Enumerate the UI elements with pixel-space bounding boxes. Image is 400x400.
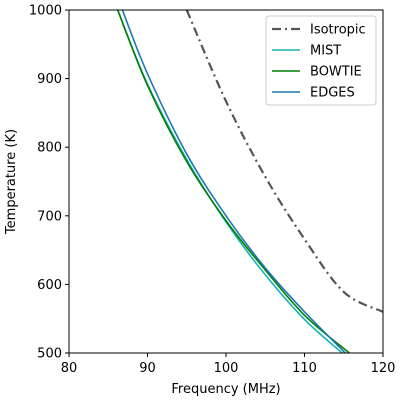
y-axis: 500 600 700 800 900 1000 xyxy=(29,4,69,362)
x-tick-label: 80 xyxy=(61,361,78,376)
y-tick-label: 800 xyxy=(37,141,62,156)
series-line-edges xyxy=(121,10,346,353)
x-tick-label: 120 xyxy=(371,361,396,376)
series-layer xyxy=(116,10,383,353)
legend: Isotropic MIST BOWTIE EDGES xyxy=(265,15,377,106)
y-tick-label: 900 xyxy=(37,72,62,87)
x-axis: 80 90 100 110 120 xyxy=(61,353,396,376)
x-tick-label: 110 xyxy=(292,361,317,376)
x-tick-label: 90 xyxy=(139,361,156,376)
y-axis-label: Temperature (K) xyxy=(4,129,19,235)
series-line-bowtie xyxy=(116,10,350,353)
x-tick-label: 100 xyxy=(214,361,239,376)
x-axis-label: Frequency (MHz) xyxy=(171,382,280,397)
y-tick-label: 500 xyxy=(37,347,62,362)
legend-box xyxy=(265,15,377,106)
y-tick-label: 600 xyxy=(37,278,62,293)
y-tick-label: 1000 xyxy=(29,4,62,19)
series-line-isotropic xyxy=(185,10,383,313)
legend-label-isotropic: Isotropic xyxy=(310,23,366,38)
legend-label-mist: MIST xyxy=(310,44,341,59)
legend-label-edges: EDGES xyxy=(310,86,355,101)
legend-label-bowtie: BOWTIE xyxy=(310,65,362,80)
y-tick-label: 700 xyxy=(37,209,62,224)
